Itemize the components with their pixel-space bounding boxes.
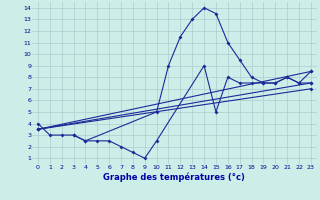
- X-axis label: Graphe des températures (°c): Graphe des températures (°c): [103, 172, 245, 182]
